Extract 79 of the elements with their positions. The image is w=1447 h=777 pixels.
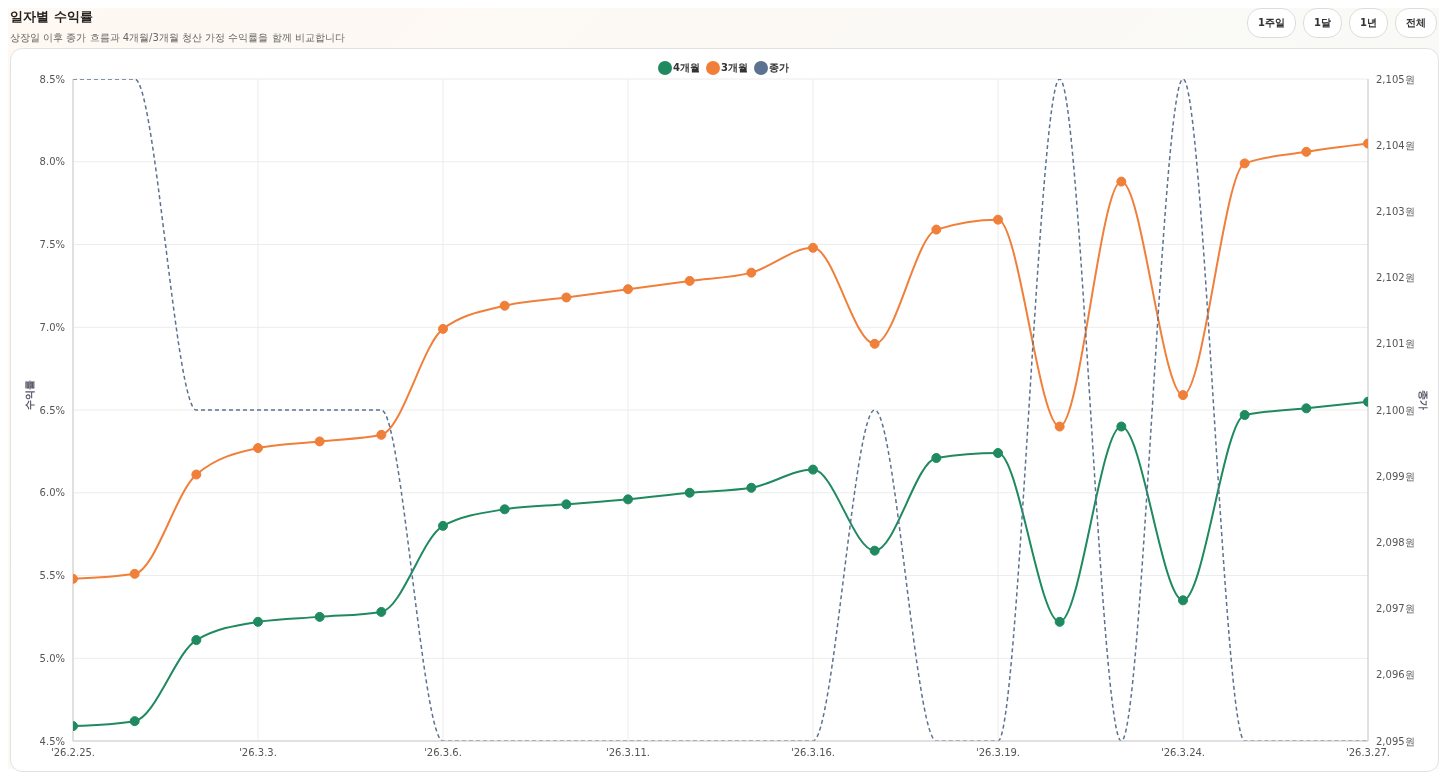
point xyxy=(808,242,818,253)
point xyxy=(1239,409,1250,420)
x-tick-label: '26.3.6. xyxy=(424,747,462,759)
point xyxy=(1301,403,1312,414)
point xyxy=(253,616,263,627)
point xyxy=(808,464,818,475)
point xyxy=(1116,421,1127,432)
y-tick-label: 5.5% xyxy=(39,570,65,582)
y-tick-label: 8.5% xyxy=(39,73,65,85)
y2-tick-label: 2,095원 xyxy=(1376,735,1415,747)
point xyxy=(561,292,572,303)
point xyxy=(129,716,140,727)
point xyxy=(684,275,695,286)
y2-tick-label: 2,100원 xyxy=(1376,404,1415,416)
legend-label: 종가 xyxy=(767,61,789,75)
chart-subtitle: 상장일 이후 종가 흐름과 4개월/3개월 청산 가정 수익률을 함께 비교합니다 xyxy=(10,31,345,45)
point xyxy=(746,267,757,278)
legend-label: 3개월 xyxy=(720,61,748,75)
y-tick-label: 8.0% xyxy=(39,156,65,168)
point xyxy=(1116,176,1127,187)
point xyxy=(1178,595,1188,606)
point xyxy=(1054,421,1065,432)
y2-tick-label: 2,097원 xyxy=(1376,603,1415,615)
y2-tick-label: 2,102원 xyxy=(1376,272,1415,284)
point xyxy=(376,606,387,617)
point xyxy=(993,448,1003,459)
point xyxy=(1301,146,1312,157)
x-tick-label: '26.3.24. xyxy=(1160,747,1206,759)
point xyxy=(314,436,325,447)
chart-title: 일자별 수익률 xyxy=(10,8,94,26)
point xyxy=(499,504,510,515)
range-button: 1주일 xyxy=(1247,8,1297,38)
point xyxy=(869,545,880,556)
y-tick-label: 7.5% xyxy=(39,239,65,251)
point xyxy=(684,487,695,498)
point xyxy=(623,284,633,295)
point xyxy=(931,453,942,463)
y2-tick-label: 2,096원 xyxy=(1376,669,1415,681)
y2-tick-label: 2,105원 xyxy=(1376,73,1415,85)
y-tick-label: 4.5% xyxy=(39,735,65,747)
y-tick-label: 5.0% xyxy=(39,652,65,664)
point xyxy=(869,338,880,349)
x-tick-label: '26.2.25. xyxy=(50,747,96,759)
point xyxy=(314,611,325,622)
point xyxy=(1054,616,1065,627)
y2-tick-label: 2,103원 xyxy=(1376,205,1415,217)
y2-axis-title: 종가 xyxy=(1418,390,1430,410)
point xyxy=(191,635,202,646)
y2-tick-label: 2,104원 xyxy=(1376,139,1415,151)
y-tick-label: 7.0% xyxy=(39,321,65,333)
y-tick-label: 6.5% xyxy=(39,404,65,416)
y-tick-label: 6.0% xyxy=(39,487,65,499)
point xyxy=(561,499,572,510)
point xyxy=(253,443,263,454)
x-tick-label: '26.3.19. xyxy=(975,747,1021,759)
y2-tick-label: 2,098원 xyxy=(1376,536,1415,548)
x-tick-label: '26.3.11. xyxy=(605,747,651,759)
range-button: 1년 xyxy=(1349,8,1388,38)
range-button: 1달 xyxy=(1303,8,1343,38)
point xyxy=(129,568,140,579)
point xyxy=(1178,390,1188,401)
y2-tick-label: 2,101원 xyxy=(1376,338,1415,350)
y2-tick-label: 2,099원 xyxy=(1376,470,1415,482)
range-button: 전체 xyxy=(1395,8,1437,38)
point xyxy=(623,494,633,505)
point xyxy=(499,300,510,311)
point xyxy=(746,482,757,493)
x-tick-label: '26.3.16. xyxy=(790,747,836,759)
point xyxy=(438,323,448,334)
legend-label: 4개월 xyxy=(672,61,700,75)
point xyxy=(191,469,202,480)
point xyxy=(376,429,387,440)
x-tick-label: '26.3.27. xyxy=(1345,747,1391,759)
point xyxy=(1239,158,1250,169)
point xyxy=(993,214,1003,225)
point xyxy=(931,224,942,235)
y-axis-title: 수익률 xyxy=(23,380,35,410)
point xyxy=(438,520,448,531)
x-tick-label: '26.3.3. xyxy=(239,747,277,759)
